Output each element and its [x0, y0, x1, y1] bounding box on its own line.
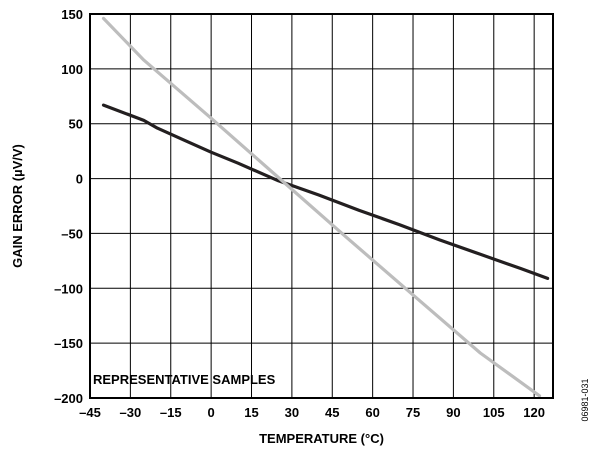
x-tick-label: 45: [325, 405, 339, 420]
y-tick-label: –50: [61, 226, 83, 241]
y-tick-label: –100: [54, 281, 83, 296]
y-tick-label: 0: [76, 172, 83, 187]
x-tick-label: 90: [446, 405, 460, 420]
representative-samples-label: REPRESENTATIVE SAMPLES: [93, 372, 276, 387]
plot-frame: [89, 13, 554, 399]
data-series: [101, 16, 550, 398]
x-tick-label: –45: [79, 405, 101, 420]
figure-id: 06981-031: [580, 378, 590, 421]
y-tick-label: –200: [54, 391, 83, 406]
y-tick-label: 150: [61, 7, 83, 22]
y-tick-label: 100: [61, 62, 83, 77]
x-tick-label: 15: [244, 405, 258, 420]
series-line-2: [101, 16, 542, 398]
x-tick-label: 30: [285, 405, 299, 420]
x-tick-label: 0: [208, 405, 215, 420]
x-axis-title: TEMPERATURE (°C): [259, 431, 384, 446]
x-tick-label: –15: [160, 405, 182, 420]
y-tick-label: 50: [69, 117, 83, 132]
x-tick-label: 105: [483, 405, 505, 420]
y-axis-tick-labels: –200 –150 –100 –50 0 50 100 150: [54, 7, 83, 406]
x-tick-label: 120: [523, 405, 545, 420]
x-tick-label: 75: [406, 405, 420, 420]
y-tick-label: –150: [54, 336, 83, 351]
x-axis-tick-labels: –45 –30 –15 0 15 30 45 60 75 90 105 120: [79, 405, 545, 420]
grid-lines: [90, 14, 553, 398]
series-line-1: [101, 103, 550, 280]
x-tick-label: –30: [120, 405, 142, 420]
x-tick-label: 60: [365, 405, 379, 420]
y-axis-title: GAIN ERROR (µV/V): [10, 144, 25, 268]
